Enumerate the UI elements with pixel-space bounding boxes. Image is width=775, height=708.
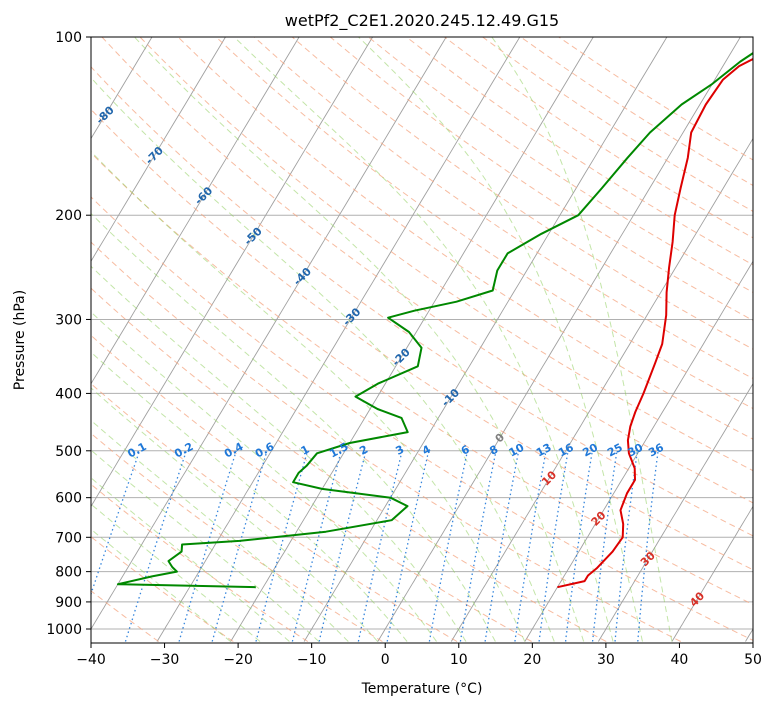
moist-adiabat xyxy=(358,37,643,642)
y-axis: 100 200 300 400 500 600 700 800 900 1000 xyxy=(46,30,91,638)
mixing-ratio-label: 10 xyxy=(507,441,527,460)
dry-adiabat xyxy=(329,37,753,322)
dewpoint-line xyxy=(116,51,753,589)
plot-area xyxy=(0,37,753,642)
moist-adiabat xyxy=(91,419,349,642)
x-axis-label: Temperature (°C) xyxy=(361,681,483,697)
isotherm xyxy=(91,37,300,385)
dry-adiabat xyxy=(91,287,607,642)
moist-adiabat xyxy=(491,37,673,642)
y-tick-label: 900 xyxy=(55,595,82,611)
isotherm xyxy=(671,505,753,642)
moist-adiabat xyxy=(91,387,379,642)
dry-adiabat xyxy=(91,383,458,642)
x-tick-label: −20 xyxy=(223,652,253,668)
dry-adiabat xyxy=(91,536,234,642)
y-axis-label: Pressure (hPa) xyxy=(12,290,28,390)
mixing-ratio-label: 20 xyxy=(580,441,600,460)
mixing-ratio-line xyxy=(386,450,430,642)
mixing-ratio-line xyxy=(614,450,639,642)
plot-background xyxy=(91,37,753,643)
x-tick-label: 10 xyxy=(450,652,468,668)
mixing-ratio-line xyxy=(484,450,520,642)
y-tick-label: 1000 xyxy=(46,622,82,638)
mixing-ratio-line xyxy=(564,450,593,642)
mixing-ratio-line xyxy=(459,450,497,642)
dry-adiabat xyxy=(91,483,309,642)
x-tick-label: −30 xyxy=(150,652,180,668)
isotherm xyxy=(524,260,753,642)
mixing-ratio-label: 16 xyxy=(556,441,576,460)
y-tick-label: 500 xyxy=(55,444,82,460)
mixing-ratio-line xyxy=(637,450,659,642)
y-tick-label: 300 xyxy=(55,312,82,328)
dry-adiabat xyxy=(91,108,753,571)
moist-adiabat xyxy=(91,76,555,642)
moist-adiabat xyxy=(91,311,437,642)
plot-border xyxy=(90,36,754,644)
dry-adiabat xyxy=(0,37,10,642)
dry-adiabat xyxy=(101,37,753,504)
dry-adiabat xyxy=(91,241,682,642)
y-tick-label: 600 xyxy=(55,491,82,507)
mixing-ratio-line xyxy=(211,450,268,642)
dry-adiabat-label: -90 xyxy=(44,63,67,86)
x-tick-label: 50 xyxy=(744,652,762,668)
chart-title: wetPf2_C2E1.2020.245.12.49.G15 xyxy=(285,11,559,31)
dry-adiabat xyxy=(91,432,383,642)
dry-adiabat xyxy=(291,37,753,350)
moist-adiabat xyxy=(91,150,526,642)
y-tick-label: 800 xyxy=(55,565,82,581)
x-tick-label: −40 xyxy=(76,652,106,668)
dry-adiabat xyxy=(91,334,532,642)
mixing-ratio-label: 25 xyxy=(605,441,625,460)
dry-adiabat xyxy=(139,37,753,472)
x-axis: −40 −30 −20 −10 0 10 20 30 40 50 xyxy=(76,643,762,668)
x-tick-label: −10 xyxy=(297,652,327,668)
moist-adiabat xyxy=(91,265,467,642)
moist-adiabat xyxy=(91,449,320,642)
x-tick-label: 0 xyxy=(381,652,390,668)
dry-adiabat-label: -100 xyxy=(0,20,21,49)
y-tick-label: 200 xyxy=(55,208,82,224)
mixing-ratio-line xyxy=(178,450,237,642)
y-tick-label: 100 xyxy=(55,30,82,46)
isotherm xyxy=(230,37,594,642)
isotherm xyxy=(91,37,447,630)
x-tick-label: 30 xyxy=(597,652,615,668)
mixing-ratio-line xyxy=(591,450,618,642)
temperature-line xyxy=(557,57,753,589)
plot-frame xyxy=(90,36,754,644)
mixing-ratio-line xyxy=(357,450,403,642)
dry-adiabat xyxy=(91,196,753,641)
x-tick-label: 40 xyxy=(671,652,689,668)
mixing-ratio-label: 36 xyxy=(646,441,666,460)
mixing-ratio-line xyxy=(538,450,569,642)
mixing-ratio-line xyxy=(124,450,187,642)
isotherm xyxy=(91,37,373,508)
y-tick-label: 400 xyxy=(55,386,82,402)
mixing-ratio-line xyxy=(514,450,547,642)
dry-adiabat xyxy=(253,37,753,380)
x-tick-label: 20 xyxy=(523,652,541,668)
moist-adiabat xyxy=(233,37,614,642)
dry-adiabat xyxy=(91,152,753,606)
moist-adiabat xyxy=(91,212,496,642)
isotherm xyxy=(598,382,753,642)
mixing-ratio-label: 30 xyxy=(626,441,646,460)
moist-adiabat xyxy=(91,477,290,642)
dry-adiabat xyxy=(91,590,159,642)
isotherm xyxy=(0,37,5,642)
mixing-ratio-line xyxy=(428,450,469,642)
plot-bg-rect xyxy=(91,37,753,643)
mixing-ratio-line xyxy=(91,450,141,597)
isotherm xyxy=(303,37,668,642)
y-tick-label: 700 xyxy=(55,530,82,546)
dry-adiabat xyxy=(91,66,753,537)
moist-adiabat xyxy=(91,351,408,642)
mixing-ratio-label: 13 xyxy=(534,441,554,460)
moist-adiabat xyxy=(134,37,585,642)
